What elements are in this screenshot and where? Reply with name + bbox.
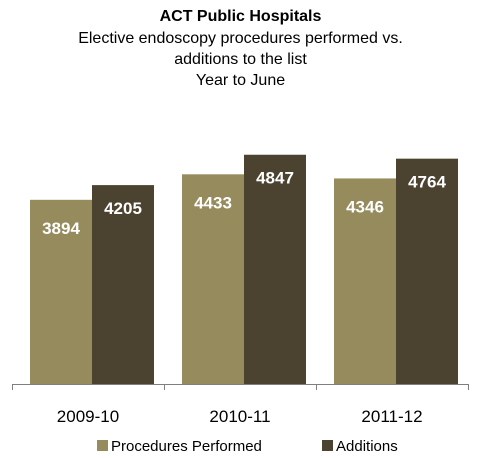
bar-2010-11-additions [244,154,306,384]
chart-title-block: ACT Public Hospitals Elective endoscopy … [0,6,481,91]
x-tick-label-2010-11: 2010-11 [209,407,270,426]
data-label-2011-12-procedures-performed: 4346 [346,197,384,216]
data-label-2009-10-procedures-performed: 3894 [42,219,80,238]
bar-2010-11-procedures-performed [182,174,244,384]
bar-2009-10-additions [92,185,154,384]
x-tick-label-2009-10: 2009-10 [57,407,119,426]
legend-swatch-additions [322,440,333,451]
chart-subtitle-line-3: Year to June [195,72,286,89]
chart-title: ACT Public Hospitals [159,8,322,25]
data-label-2011-12-additions: 4764 [408,173,446,192]
chart-subtitle-line-1: Elective endoscopy procedures performed … [78,30,403,47]
legend-label-procedures-performed: Procedures Performed [111,438,262,455]
chart-subtitle-line-2: additions to the list [174,51,307,68]
data-label-2009-10-additions: 4205 [104,199,142,218]
legend-label-additions: Additions [336,438,398,455]
bar-2009-10-procedures-performed [30,199,92,384]
bar-2011-12-additions [396,158,458,384]
legend-swatch-procedures-performed [97,440,108,451]
x-tick-label-2011-12: 2011-12 [361,407,422,426]
bar-2011-12-procedures-performed [334,178,396,384]
data-label-2010-11-additions: 4847 [256,169,294,188]
data-label-2010-11-procedures-performed: 4433 [194,193,232,212]
